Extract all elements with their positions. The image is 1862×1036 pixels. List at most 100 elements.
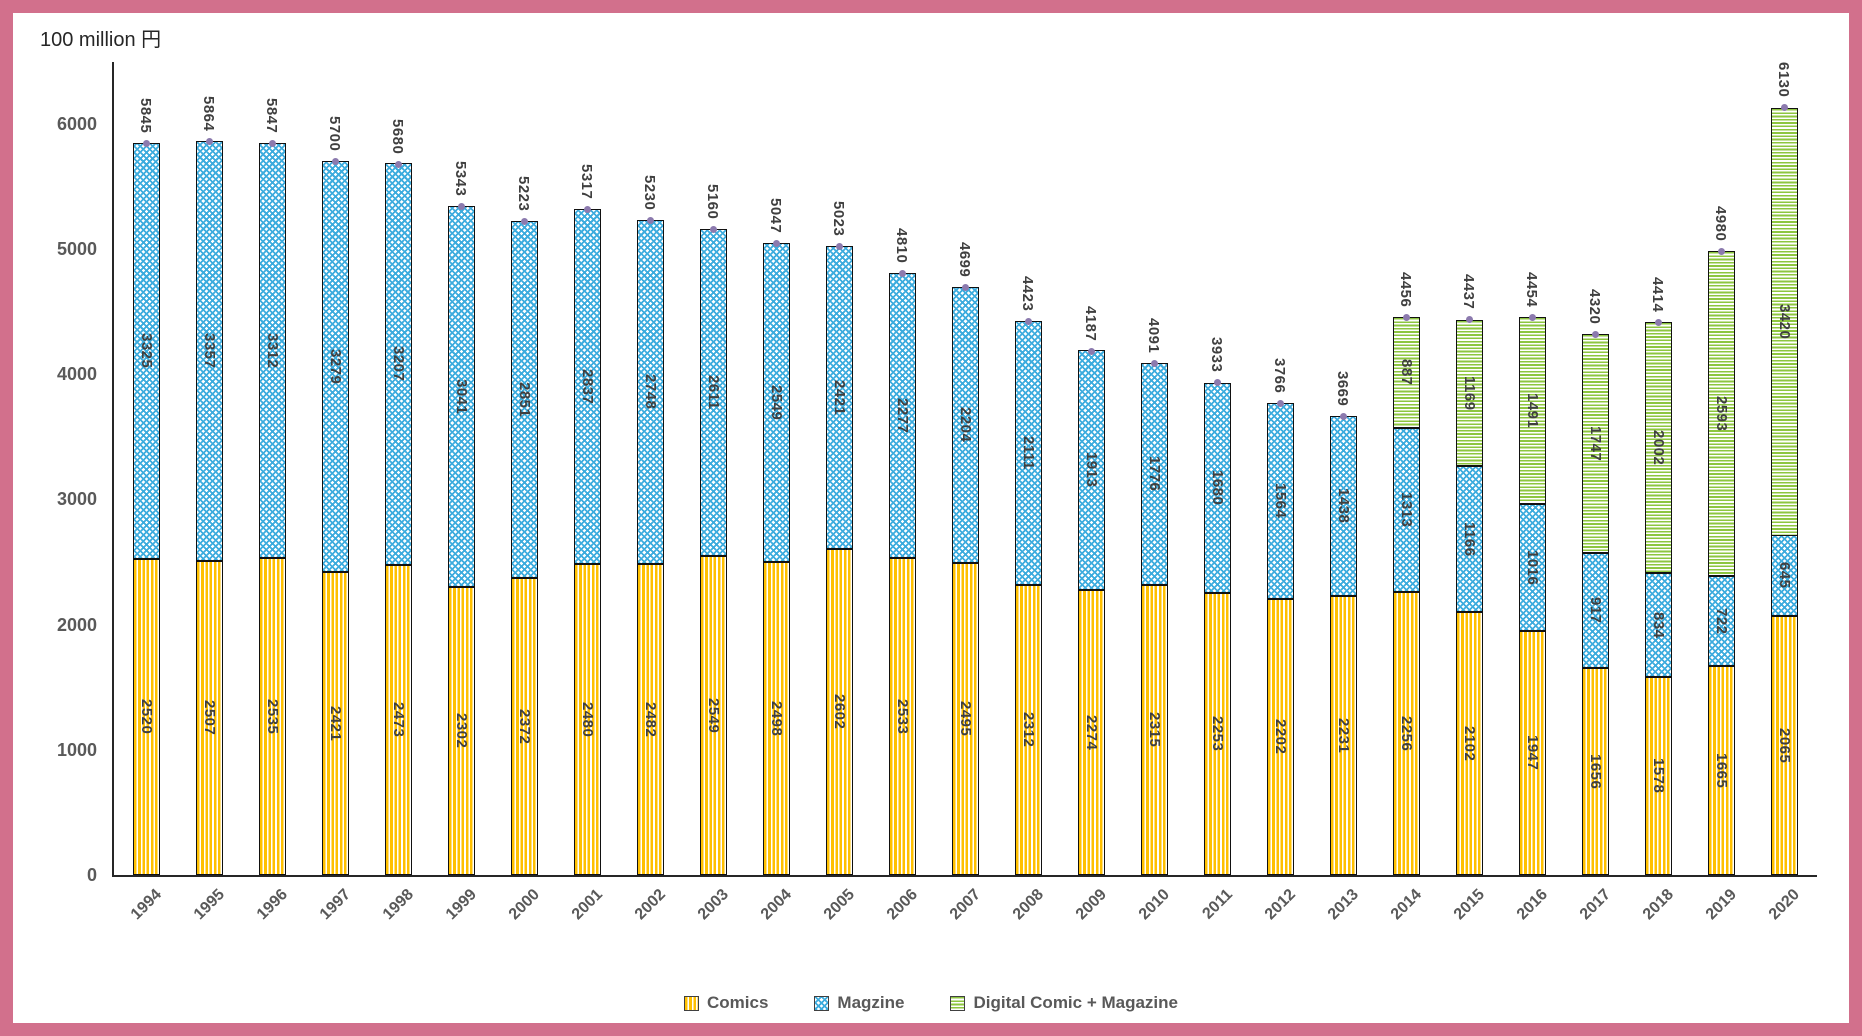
- y-tick-label: 2000: [56, 614, 97, 635]
- total-label-2009: 4187: [1082, 305, 1099, 341]
- segment-value-label: 2549: [705, 697, 722, 734]
- segment-value-label: 2256: [1398, 715, 1415, 752]
- segment-comics-2019: 1665: [1708, 666, 1735, 875]
- legend-label-magzine: Magzine: [837, 993, 905, 1012]
- segment-magzine-1994: 3325: [133, 143, 160, 559]
- segment-value-label: 1913: [1083, 452, 1100, 488]
- segment-comics-2014: 2256: [1393, 592, 1420, 875]
- segment-value-label: 2102: [1461, 725, 1478, 762]
- segment-value-label: 3207: [390, 346, 407, 382]
- segment-comics-2016: 1947: [1519, 631, 1546, 875]
- total-marker-2006: [899, 270, 906, 277]
- year-label-2010: 2010: [1135, 886, 1174, 924]
- year-label-1997: 1997: [316, 886, 355, 924]
- segment-comics-2009: 2274: [1078, 590, 1105, 875]
- total-label-2010: 4091: [1145, 317, 1162, 353]
- segment-value-label: 2533: [894, 698, 911, 735]
- legend-label-comics: Comics: [707, 993, 769, 1012]
- segment-value-label: 2473: [390, 702, 407, 738]
- segment-value-label: 645: [1776, 562, 1793, 589]
- total-marker-1994: [143, 140, 150, 147]
- segment-magzine-2007: 2204: [952, 287, 979, 563]
- segment-value-label: 2482: [642, 701, 659, 738]
- segment-value-label: 2498: [768, 700, 785, 737]
- total-marker-1996: [269, 140, 276, 147]
- total-label-2003: 5160: [704, 183, 721, 219]
- segment-magzine-1997: 3279: [322, 161, 349, 572]
- year-label-1999: 1999: [442, 886, 481, 924]
- legend-swatch-magzine: [814, 995, 830, 1011]
- year-label-2011: 2011: [1199, 886, 1237, 923]
- total-label-1995: 5864: [200, 95, 217, 131]
- segment-comics-2002: 2482: [637, 564, 664, 875]
- total-label-2004: 5047: [767, 197, 784, 233]
- segment-magzine-2016: 1016: [1519, 504, 1546, 631]
- segment-comics-2020: 2065: [1771, 616, 1798, 875]
- segment-value-label: 2851: [516, 381, 533, 418]
- y-tick-label: 5000: [56, 238, 97, 259]
- total-marker-2018: [1655, 319, 1662, 326]
- total-label-2014: 4456: [1397, 271, 1414, 307]
- segment-comics-2000: 2372: [511, 578, 538, 875]
- segment-value-label: 722: [1713, 607, 1730, 635]
- segment-value-label: 2111: [1020, 436, 1037, 470]
- total-label-2007: 4699: [956, 241, 973, 277]
- total-label-2008: 4423: [1019, 275, 1036, 311]
- total-label-2020: 6130: [1775, 61, 1792, 97]
- segment-comics-2007: 2495: [952, 563, 979, 875]
- segment-comics-2015: 2102: [1456, 612, 1483, 875]
- total-label-1997: 5700: [326, 115, 343, 151]
- total-label-2011: 3933: [1208, 336, 1225, 372]
- total-marker-1999: [458, 203, 465, 210]
- plot-area: 2520 3325 5845 1994 2507 3357 5864 1995 2535 3312…: [112, 61, 1817, 923]
- segment-value-label: 1776: [1146, 456, 1163, 492]
- segment-magzine-1996: 3312: [259, 143, 286, 558]
- segment-magzine-2011: 1680: [1204, 383, 1231, 593]
- segment-digital-comic-magazine-2018: 2002: [1645, 322, 1672, 573]
- segment-comics-2018: 1578: [1645, 677, 1672, 875]
- year-label-2006: 2006: [883, 886, 922, 924]
- year-label-2012: 2012: [1261, 886, 1300, 924]
- segment-comics-1999: 2302: [448, 587, 475, 875]
- total-marker-1998: [395, 161, 402, 168]
- segment-value-label: 2507: [201, 700, 218, 736]
- segment-value-label: 2002: [1650, 429, 1667, 466]
- segment-value-label: 1665: [1713, 752, 1730, 789]
- segment-magzine-2003: 2611: [700, 229, 727, 556]
- year-label-2008: 2008: [1009, 886, 1048, 924]
- segment-value-label: 2611: [705, 375, 722, 410]
- segment-magzine-2017: 917: [1582, 553, 1609, 668]
- segment-value-label: 2202: [1272, 719, 1289, 755]
- segment-comics-2005: 2602: [826, 549, 853, 875]
- year-label-2005: 2005: [820, 886, 859, 924]
- total-marker-2005: [836, 243, 843, 250]
- year-label-2007: 2007: [946, 886, 985, 924]
- segment-comics-2013: 2231: [1330, 596, 1357, 875]
- segment-value-label: 2602: [831, 694, 848, 730]
- segment-comics-2008: 2312: [1015, 585, 1042, 875]
- legend-item-magzine: Magzine: [814, 993, 904, 1013]
- segment-comics-1997: 2421: [322, 572, 349, 875]
- year-label-2017: 2017: [1576, 886, 1615, 924]
- total-label-2002: 5230: [641, 174, 658, 210]
- segment-digital-comic-magazine-2014: 887: [1393, 317, 1420, 428]
- total-label-2000: 5223: [515, 175, 532, 211]
- year-label-2004: 2004: [757, 886, 796, 924]
- total-marker-2017: [1592, 331, 1599, 338]
- segment-comics-1995: 2507: [196, 561, 223, 875]
- year-label-1996: 1996: [253, 886, 292, 924]
- segment-value-label: 2274: [1083, 714, 1100, 751]
- year-label-2000: 2000: [505, 886, 544, 924]
- segment-value-label: 3325: [138, 333, 155, 369]
- segment-value-label: 2495: [957, 701, 974, 737]
- total-marker-2002: [647, 217, 654, 224]
- segment-value-label: 2372: [516, 708, 533, 745]
- segment-comics-2004: 2498: [763, 562, 790, 875]
- segment-comics-2010: 2315: [1141, 585, 1168, 875]
- year-label-2018: 2018: [1639, 886, 1678, 924]
- segment-digital-comic-magazine-2017: 1747: [1582, 334, 1609, 553]
- segment-value-label: 1438: [1335, 488, 1352, 524]
- segment-magzine-2010: 1776: [1141, 363, 1168, 585]
- total-label-2005: 5023: [830, 200, 847, 236]
- segment-digital-comic-magazine-2019: 2593: [1708, 251, 1735, 576]
